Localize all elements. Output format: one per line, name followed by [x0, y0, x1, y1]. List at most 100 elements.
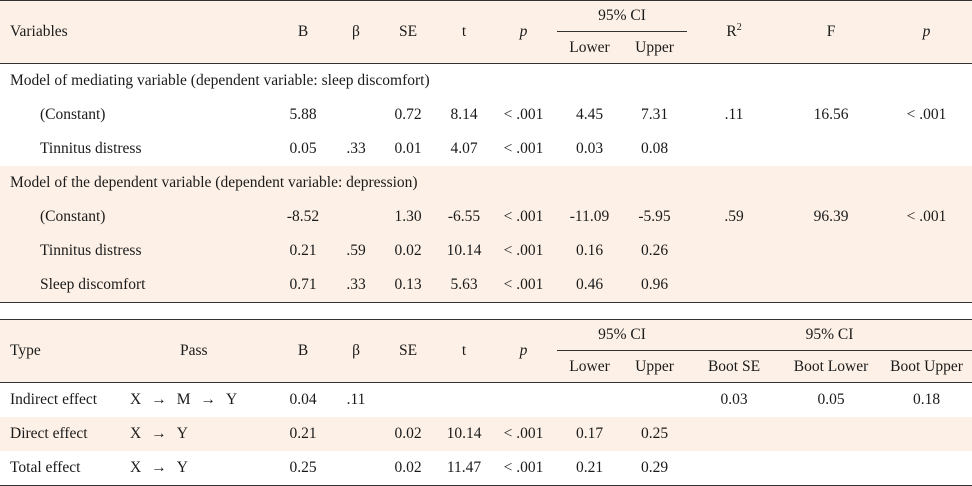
t-cell: 10.14: [446, 425, 482, 442]
se-cell: 0.72: [394, 106, 422, 123]
variable-cell: Sleep discomfort: [40, 276, 146, 293]
arrow-icon: →: [151, 459, 167, 476]
se-cell: 0.02: [394, 242, 422, 259]
table-row: Direct effect X → Y 0.21 0.02 10.14 < .001…: [0, 417, 972, 451]
b-cell: 0.21: [289, 425, 317, 442]
table-row: (Constant) 5.88 0.72 8.14 < .001 4.45 7.…: [0, 98, 972, 132]
p-cell: < .001: [503, 242, 544, 259]
col-boot-se: Boot SE: [687, 350, 782, 383]
pass-node: X: [130, 459, 142, 476]
r2-cell: .11: [724, 106, 744, 123]
beta-cell: [334, 98, 378, 132]
t-cell: 8.14: [450, 106, 478, 123]
upper-cell: 7.31: [640, 106, 669, 123]
beta-cell: [334, 417, 378, 451]
variable-cell: (Constant): [40, 208, 106, 225]
arrow-icon: →: [151, 425, 167, 442]
se-cell: 0.02: [394, 425, 422, 442]
col-se: SE: [378, 0, 438, 64]
r2-superscript: 2: [736, 22, 742, 34]
p2-cell: [881, 234, 972, 268]
t-cell: 5.63: [450, 276, 478, 293]
lower-cell: 0.46: [575, 276, 604, 293]
pass-node: X: [130, 425, 142, 442]
table-row: Tinnitus distress 0.05 .33 0.01 4.07 < .…: [0, 132, 972, 166]
model1-title: Model of mediating variable (dependent v…: [10, 72, 430, 89]
f-cell: [781, 132, 881, 166]
p-cell: < .001: [503, 140, 544, 157]
model2-title-row: Model of the dependent variable (depende…: [0, 166, 972, 200]
beta-cell: [334, 451, 378, 486]
pass-node: Y: [176, 425, 188, 442]
arrow-icon: →: [200, 391, 217, 408]
col-p: p: [490, 0, 557, 64]
f-cell: 16.56: [813, 106, 849, 123]
col-se: SE: [378, 319, 439, 383]
r2-cell: [687, 268, 781, 303]
col-r2: R2: [687, 0, 782, 64]
col-p2: p: [881, 0, 972, 64]
boot-upper-cell: [881, 417, 972, 451]
upper-cell: [622, 383, 687, 418]
b-cell: 0.21: [289, 242, 317, 259]
p-cell: [490, 383, 557, 418]
boot-lower-cell: 0.05: [817, 391, 845, 408]
lower-cell: 0.17: [575, 425, 604, 442]
boot-lower-cell: [781, 417, 881, 451]
pass-cell: X → Y: [120, 451, 272, 486]
col-boot-lower: Boot Lower: [781, 350, 882, 383]
col-p: p: [490, 319, 558, 383]
se-cell: [378, 383, 438, 418]
col-pass: Pass: [180, 319, 273, 383]
beta-cell: .33: [346, 140, 366, 157]
f-cell: 96.39: [813, 208, 849, 225]
col-lower: Lower: [557, 31, 622, 64]
se-cell: 0.02: [394, 459, 422, 476]
upper-cell: 0.29: [640, 459, 669, 476]
b-cell: 0.04: [289, 391, 317, 408]
boot-upper-cell: [881, 451, 972, 486]
lower-cell: [557, 383, 622, 418]
lower-cell: 4.45: [575, 106, 604, 123]
col-lower: Lower: [557, 350, 623, 383]
boot-se-cell: [687, 451, 781, 486]
type-cell: Indirect effect: [10, 391, 98, 408]
t-cell: [438, 383, 490, 418]
col-ci: 95% CI: [557, 0, 688, 32]
p2-cell: [881, 268, 972, 303]
boot-upper-cell: 0.18: [912, 391, 941, 408]
header-row: Variables B β SE t p 95% CI R2 F p: [0, 0, 972, 64]
model1-title-row: Model of mediating variable (dependent v…: [0, 64, 972, 99]
p-cell: < .001: [503, 208, 544, 225]
b-cell: 0.25: [289, 459, 317, 476]
arrow-icon: →: [151, 391, 167, 408]
variable-cell: (Constant): [40, 106, 106, 123]
pass-node: M: [176, 391, 191, 408]
col-variables: Variables: [0, 0, 272, 64]
se-cell: 1.30: [394, 208, 422, 225]
upper-cell: 0.08: [640, 140, 669, 157]
col-b: B: [272, 0, 334, 64]
r2-cell: [687, 234, 781, 268]
f-cell: [781, 234, 881, 268]
col-t: t: [438, 319, 491, 383]
upper-cell: 0.26: [640, 242, 669, 259]
col-boot-ci: 95% CI: [687, 319, 972, 351]
b-cell: 0.71: [289, 276, 317, 293]
r2-base: R: [726, 23, 737, 41]
p-cell: < .001: [503, 459, 544, 476]
effects-table: Type Pass B β SE t p 95% CI 95% CI Lower…: [0, 319, 972, 486]
table-row: Indirect effect X → M → Y 0.04 .11 0.03 0.05…: [0, 383, 972, 418]
t-cell: 11.47: [446, 459, 482, 476]
p2-cell: [881, 132, 972, 166]
col-b: B: [272, 319, 335, 383]
pass-cell: X → M → Y: [120, 383, 272, 418]
b-cell: 5.88: [289, 106, 317, 123]
col-ci: 95% CI: [557, 319, 688, 351]
table-row: Total effect X → Y 0.25 0.02 11.47 < .001 …: [0, 451, 972, 486]
b-cell: 0.05: [289, 140, 317, 157]
upper-cell: -5.95: [638, 208, 671, 225]
col-type: Type: [0, 319, 181, 383]
table-row: Sleep discomfort 0.71 .33 0.13 5.63 < .0…: [0, 268, 972, 303]
lower-cell: 0.21: [575, 459, 604, 476]
